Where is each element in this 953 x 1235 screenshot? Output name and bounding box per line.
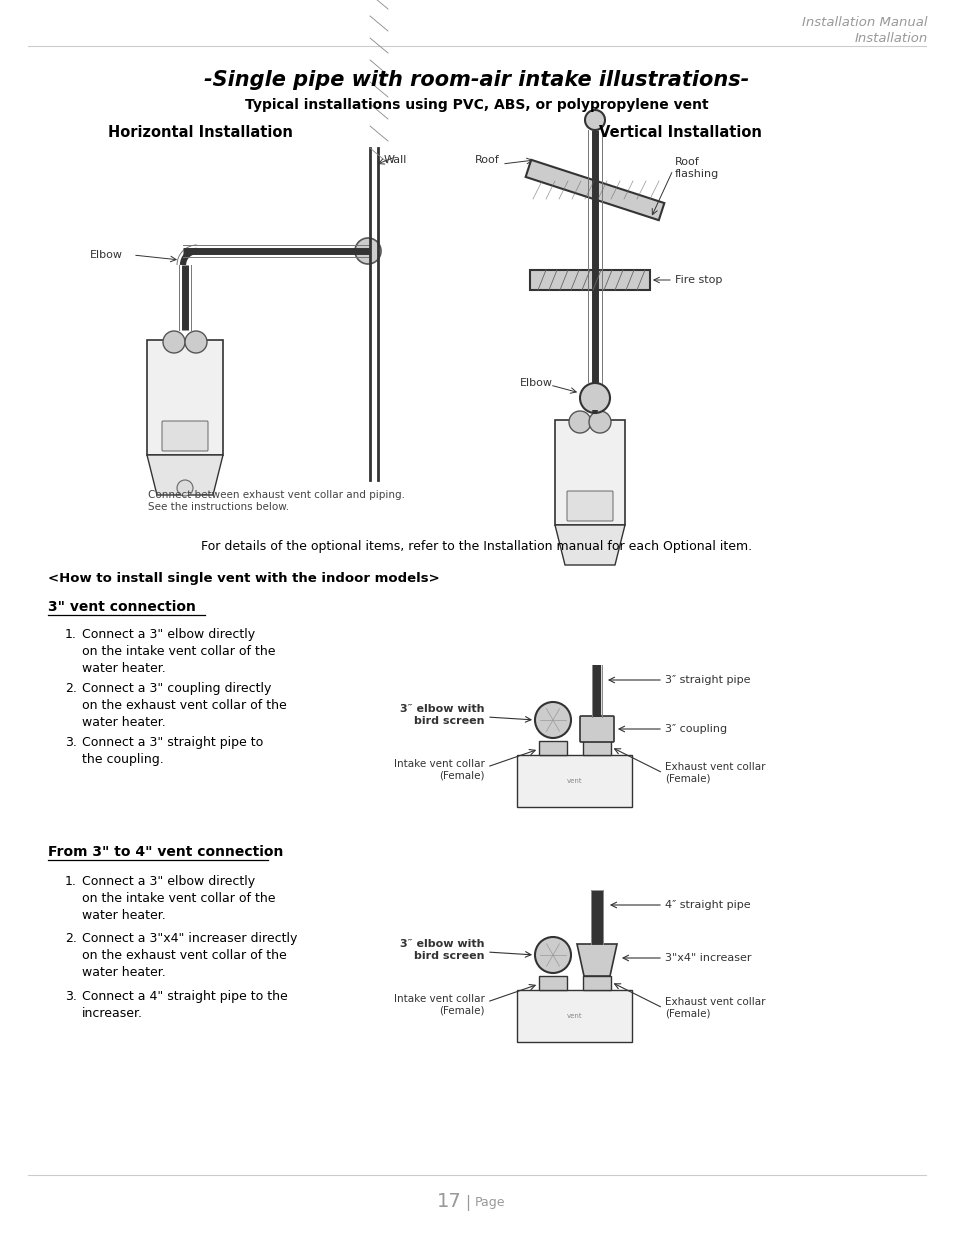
Text: vent: vent xyxy=(567,1013,582,1019)
Text: vent: vent xyxy=(567,778,582,784)
Text: 3.: 3. xyxy=(65,990,77,1003)
Text: 3″ straight pipe: 3″ straight pipe xyxy=(664,676,750,685)
Text: From 3" to 4" vent connection: From 3" to 4" vent connection xyxy=(48,845,283,860)
FancyBboxPatch shape xyxy=(147,340,223,454)
Text: Installation Manual: Installation Manual xyxy=(801,16,927,28)
FancyBboxPatch shape xyxy=(566,492,613,521)
Circle shape xyxy=(177,480,193,496)
Text: 2.: 2. xyxy=(65,932,77,945)
Polygon shape xyxy=(577,944,617,976)
Text: For details of the optional items, refer to the Installation manual for each Opt: For details of the optional items, refer… xyxy=(201,540,752,553)
Text: Connect a 3" elbow directly
on the intake vent collar of the
water heater.: Connect a 3" elbow directly on the intak… xyxy=(82,629,275,676)
Circle shape xyxy=(579,383,609,412)
Text: <How to install single vent with the indoor models>: <How to install single vent with the ind… xyxy=(48,572,439,585)
Text: 3" vent connection: 3" vent connection xyxy=(48,600,195,614)
Text: 2.: 2. xyxy=(65,682,77,695)
Circle shape xyxy=(163,331,185,353)
Text: Connect a 3" elbow directly
on the intake vent collar of the
water heater.: Connect a 3" elbow directly on the intak… xyxy=(82,876,275,923)
Text: Connect between exhaust vent collar and piping.
See the instructions below.: Connect between exhaust vent collar and … xyxy=(148,490,405,511)
Circle shape xyxy=(588,411,610,433)
FancyBboxPatch shape xyxy=(582,741,610,755)
Text: Exhaust vent collar
(Female): Exhaust vent collar (Female) xyxy=(664,762,764,784)
FancyBboxPatch shape xyxy=(517,755,632,806)
Text: Connect a 3" straight pipe to
the coupling.: Connect a 3" straight pipe to the coupli… xyxy=(82,736,263,766)
Circle shape xyxy=(185,331,207,353)
Text: Elbow: Elbow xyxy=(519,378,553,388)
Text: 1.: 1. xyxy=(65,876,77,888)
Text: Installation: Installation xyxy=(854,32,927,44)
FancyBboxPatch shape xyxy=(538,976,566,990)
FancyBboxPatch shape xyxy=(162,421,208,451)
FancyBboxPatch shape xyxy=(579,716,614,742)
Text: Fire stop: Fire stop xyxy=(675,275,721,285)
Text: Roof: Roof xyxy=(475,156,499,165)
Text: Intake vent collar
(Female): Intake vent collar (Female) xyxy=(394,760,484,781)
Text: 3″ coupling: 3″ coupling xyxy=(664,724,726,734)
Circle shape xyxy=(535,701,571,739)
Text: 3″ elbow with
bird screen: 3″ elbow with bird screen xyxy=(400,704,484,726)
Polygon shape xyxy=(147,454,223,495)
Text: 3"x4" increaser: 3"x4" increaser xyxy=(664,953,751,963)
Text: |: | xyxy=(464,1195,470,1212)
Text: Typical installations using PVC, ABS, or polypropylene vent: Typical installations using PVC, ABS, or… xyxy=(245,98,708,112)
Polygon shape xyxy=(525,159,663,220)
Circle shape xyxy=(535,937,571,973)
FancyBboxPatch shape xyxy=(517,990,632,1042)
Text: Horizontal Installation: Horizontal Installation xyxy=(108,125,293,140)
Circle shape xyxy=(568,411,590,433)
Text: Connect a 3" coupling directly
on the exhaust vent collar of the
water heater.: Connect a 3" coupling directly on the ex… xyxy=(82,682,287,729)
Text: 3″ elbow with
bird screen: 3″ elbow with bird screen xyxy=(400,939,484,961)
Text: Wall: Wall xyxy=(384,156,407,165)
Text: 1.: 1. xyxy=(65,629,77,641)
FancyBboxPatch shape xyxy=(582,976,610,990)
Text: -Single pipe with room-air intake illustrations-: -Single pipe with room-air intake illust… xyxy=(204,70,749,90)
Text: 4″ straight pipe: 4″ straight pipe xyxy=(664,900,750,910)
Text: Elbow: Elbow xyxy=(90,249,123,261)
Text: Connect a 3"x4" increaser directly
on the exhaust vent collar of the
water heate: Connect a 3"x4" increaser directly on th… xyxy=(82,932,297,979)
Circle shape xyxy=(584,110,604,130)
Circle shape xyxy=(355,238,380,264)
FancyBboxPatch shape xyxy=(538,741,566,755)
Text: Roof
flashing: Roof flashing xyxy=(675,157,719,179)
Text: 17: 17 xyxy=(436,1192,461,1212)
Text: Intake vent collar
(Female): Intake vent collar (Female) xyxy=(394,994,484,1016)
Text: Exhaust vent collar
(Female): Exhaust vent collar (Female) xyxy=(664,997,764,1019)
Text: Vertical Installation: Vertical Installation xyxy=(598,125,760,140)
Polygon shape xyxy=(555,525,624,564)
FancyBboxPatch shape xyxy=(555,420,624,525)
Text: 3.: 3. xyxy=(65,736,77,748)
FancyBboxPatch shape xyxy=(530,270,649,290)
Text: Connect a 4" straight pipe to the
increaser.: Connect a 4" straight pipe to the increa… xyxy=(82,990,288,1020)
Text: Page: Page xyxy=(475,1195,505,1209)
